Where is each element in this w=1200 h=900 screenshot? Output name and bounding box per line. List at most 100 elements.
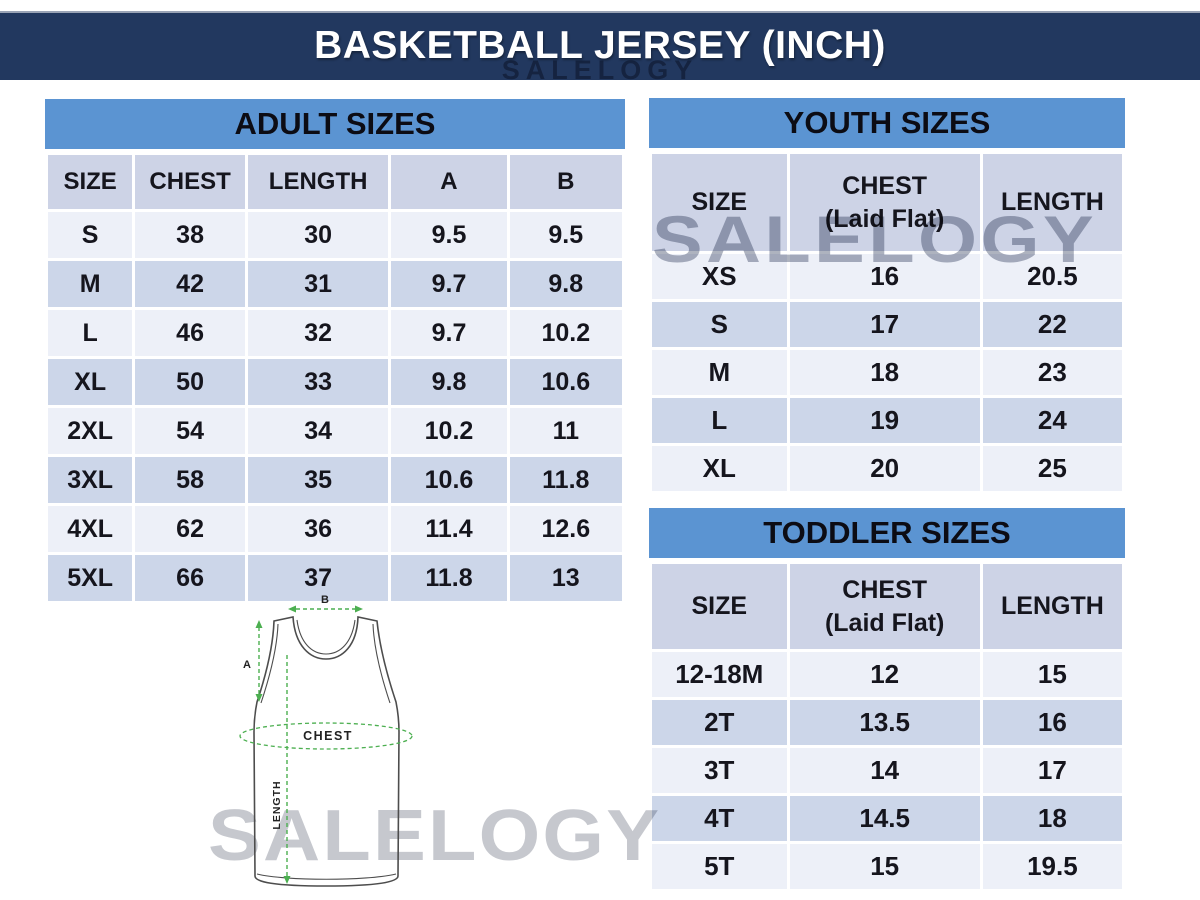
table-row: S 17 22 <box>652 302 1122 347</box>
table-row: L 46 32 9.7 10.2 <box>48 310 622 356</box>
column-header: CHEST (Laid Flat) <box>789 154 980 251</box>
table-cell: 9.5 <box>391 212 507 258</box>
table-cell: 54 <box>135 408 245 454</box>
header-row: SIZE CHEST LENGTH A B <box>48 155 622 209</box>
label-a: A <box>243 659 251 671</box>
table-cell: M <box>48 261 133 307</box>
table-row: XL 20 25 <box>652 446 1122 491</box>
measure-b-arrow-left <box>288 605 296 613</box>
column-header: SIZE <box>652 154 787 251</box>
table-cell: 12-18M <box>652 652 787 697</box>
table-cell: 2T <box>652 700 787 745</box>
toddler-sizes-panel: TODDLER SIZES SIZE CHEST (Laid Flat) LENGT… <box>649 508 1125 892</box>
table-row: 12-18M 12 15 <box>652 652 1122 697</box>
table-cell: 11 <box>509 408 622 454</box>
table-cell: 66 <box>135 555 245 601</box>
table-cell: 17 <box>789 302 980 347</box>
table-cell: 23 <box>982 350 1122 395</box>
column-header: CHEST <box>135 155 245 209</box>
table-cell: 11.4 <box>391 506 507 552</box>
table-cell: 9.7 <box>391 261 507 307</box>
table-cell: 17 <box>982 748 1122 793</box>
table-cell: XL <box>652 446 787 491</box>
table-row: 4XL 62 36 11.4 12.6 <box>48 506 622 552</box>
toddler-sizes-table: SIZE CHEST (Laid Flat) LENGTH 12-18M 12 15 2T… <box>649 561 1125 892</box>
header-row: SIZE CHEST (Laid Flat) LENGTH <box>652 564 1122 649</box>
jersey-measurement-diagram: B A CHEST LENGTH <box>210 590 420 897</box>
page-header: BASKETBALL JERSEY (INCH) SALELOGY <box>0 11 1200 85</box>
table-cell: 30 <box>247 212 389 258</box>
table-cell: 35 <box>247 457 389 503</box>
table-cell: 62 <box>135 506 245 552</box>
table-cell: S <box>48 212 133 258</box>
jersey-left-armhole-trim <box>260 623 279 704</box>
table-cell: L <box>652 398 787 443</box>
table-cell: 16 <box>982 700 1122 745</box>
youth-table-body: XS 16 20.5 S 17 22 M 18 23 L 19 24 XL 20 25 <box>652 254 1122 491</box>
table-cell: 9.7 <box>391 310 507 356</box>
table-cell: 11.8 <box>391 555 507 601</box>
table-cell: 5T <box>652 844 787 889</box>
page-title: BASKETBALL JERSEY (INCH) <box>314 24 886 67</box>
table-cell: 12.6 <box>509 506 622 552</box>
column-header: SIZE <box>48 155 133 209</box>
adult-table-body: S 38 30 9.5 9.5 M 42 31 9.7 9.8 L 46 32 9.7 10.2 XL 50 33… <box>48 212 622 601</box>
measure-length-arrow <box>283 876 291 884</box>
header-row: SIZE CHEST (Laid Flat) LENGTH <box>652 154 1122 251</box>
table-cell: 19 <box>789 398 980 443</box>
table-cell: 11.8 <box>509 457 622 503</box>
table-row: M 18 23 <box>652 350 1122 395</box>
table-cell: S <box>652 302 787 347</box>
column-header: SIZE <box>652 564 787 649</box>
adult-table-head: SIZE CHEST LENGTH A B <box>48 155 622 209</box>
measure-a-arrow-bottom <box>255 694 263 702</box>
toddler-table-body: 12-18M 12 15 2T 13.5 16 3T 14 17 4T 14.5 18 5T 15 19.5 <box>652 652 1122 889</box>
table-row: 2XL 54 34 10.2 11 <box>48 408 622 454</box>
table-cell: 42 <box>135 261 245 307</box>
measure-a-arrow-top <box>255 620 263 628</box>
toddler-sizes-title: TODDLER SIZES <box>649 508 1125 558</box>
table-row: S 38 30 9.5 9.5 <box>48 212 622 258</box>
table-cell: 20.5 <box>982 254 1122 299</box>
table-row: 5T 15 19.5 <box>652 844 1122 889</box>
table-row: XL 50 33 9.8 10.6 <box>48 359 622 405</box>
label-chest: CHEST <box>303 729 353 743</box>
youth-sizes-panel: YOUTH SIZES SIZE CHEST (Laid Flat) LENGTH … <box>649 98 1125 494</box>
jersey-diagram-svg: B A CHEST LENGTH <box>239 594 413 887</box>
column-header: LENGTH <box>982 564 1122 649</box>
table-cell: 34 <box>247 408 389 454</box>
table-row: 2T 13.5 16 <box>652 700 1122 745</box>
table-cell: 5XL <box>48 555 133 601</box>
table-cell: 37 <box>247 555 389 601</box>
table-cell: 4XL <box>48 506 133 552</box>
table-cell: XS <box>652 254 787 299</box>
table-cell: 15 <box>789 844 980 889</box>
table-cell: 10.6 <box>509 359 622 405</box>
measure-chest-ellipse <box>239 722 413 750</box>
table-cell: 15 <box>982 652 1122 697</box>
table-cell: 9.5 <box>509 212 622 258</box>
table-cell: 24 <box>982 398 1122 443</box>
jersey-neck-trim <box>296 619 356 655</box>
table-cell: 32 <box>247 310 389 356</box>
table-cell: L <box>48 310 133 356</box>
table-row: 3XL 58 35 10.6 11.8 <box>48 457 622 503</box>
table-row: M 42 31 9.7 9.8 <box>48 261 622 307</box>
column-header: A <box>391 155 507 209</box>
table-row: 3T 14 17 <box>652 748 1122 793</box>
jersey-right-armhole-trim <box>372 623 391 704</box>
table-cell: M <box>652 350 787 395</box>
table-cell: 22 <box>982 302 1122 347</box>
youth-table-head: SIZE CHEST (Laid Flat) LENGTH <box>652 154 1122 251</box>
table-cell: XL <box>48 359 133 405</box>
adult-sizes-table: SIZE CHEST LENGTH A B S 38 30 9.5 9.5 M 42 31 9.7 9.8… <box>45 152 625 604</box>
table-cell: 12 <box>789 652 980 697</box>
youth-sizes-table: SIZE CHEST (Laid Flat) LENGTH XS 16 20.5 S 17 2… <box>649 151 1125 494</box>
label-length: LENGTH <box>271 780 283 829</box>
table-cell: 4T <box>652 796 787 841</box>
table-row: XS 16 20.5 <box>652 254 1122 299</box>
table-cell: 10.6 <box>391 457 507 503</box>
table-cell: 13.5 <box>789 700 980 745</box>
table-cell: 9.8 <box>391 359 507 405</box>
column-header: CHEST (Laid Flat) <box>789 564 980 649</box>
